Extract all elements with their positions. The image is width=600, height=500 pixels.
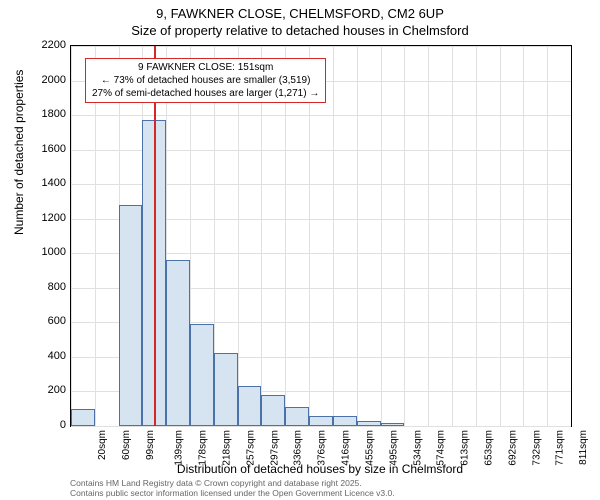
histogram-bar (309, 416, 333, 426)
chart-title-line2: Size of property relative to detached ho… (0, 23, 600, 38)
chart-container: 9, FAWKNER CLOSE, CHELMSFORD, CM2 6UP Si… (0, 0, 600, 500)
x-tick-label: 376sqm (317, 430, 328, 466)
chart-title-line1: 9, FAWKNER CLOSE, CHELMSFORD, CM2 6UP (0, 6, 600, 21)
x-tick-label: 613sqm (460, 430, 471, 466)
y-tick-label: 200 (26, 384, 66, 396)
gridline-v (333, 46, 334, 426)
x-tick-label: 811sqm (578, 430, 589, 465)
footer-attribution: Contains HM Land Registry data © Crown c… (70, 478, 395, 498)
x-tick-label: 692sqm (507, 430, 518, 466)
x-tick-label: 653sqm (484, 430, 495, 466)
x-tick-label: 60sqm (121, 430, 132, 460)
gridline-v (285, 46, 286, 426)
footer-line2: Contains public sector information licen… (70, 488, 395, 498)
gridline-v (500, 46, 501, 426)
x-tick-label: 495sqm (388, 430, 399, 466)
gridline-v (452, 46, 453, 426)
y-axis-label: Number of detached properties (12, 70, 26, 235)
annotation-line2: ← 73% of detached houses are smaller (3,… (92, 74, 319, 87)
y-tick-label: 0 (26, 419, 66, 431)
histogram-bar (285, 407, 309, 426)
gridline-v (95, 46, 96, 426)
gridline-v (309, 46, 310, 426)
gridline-v (357, 46, 358, 426)
gridline-v (381, 46, 382, 426)
x-tick-label: 455sqm (364, 430, 375, 466)
histogram-bar (166, 260, 190, 426)
histogram-bar (190, 324, 214, 426)
x-tick-label: 218sqm (222, 430, 233, 466)
y-tick-label: 800 (26, 281, 66, 293)
annotation-line1: 9 FAWKNER CLOSE: 151sqm (92, 61, 319, 74)
x-tick-label: 297sqm (269, 430, 280, 466)
histogram-bar (333, 416, 357, 426)
histogram-bar (381, 423, 405, 426)
gridline-v (71, 46, 72, 426)
annotation-box: 9 FAWKNER CLOSE: 151sqm← 73% of detached… (85, 58, 326, 103)
y-tick-label: 1000 (26, 246, 66, 258)
gridline-h (71, 115, 571, 116)
x-tick-label: 139sqm (174, 430, 185, 466)
x-tick-label: 416sqm (341, 430, 352, 466)
x-tick-label: 771sqm (555, 430, 566, 466)
histogram-bar (71, 409, 95, 426)
plot-area: 9 FAWKNER CLOSE: 151sqm← 73% of detached… (70, 45, 572, 427)
x-tick-label: 534sqm (412, 430, 423, 466)
y-tick-label: 1800 (26, 108, 66, 120)
x-tick-label: 732sqm (531, 430, 542, 466)
y-tick-label: 1600 (26, 143, 66, 155)
x-tick-label: 574sqm (436, 430, 447, 466)
marker-line (154, 46, 156, 426)
annotation-line3: 27% of semi-detached houses are larger (… (92, 87, 319, 100)
footer-line1: Contains HM Land Registry data © Crown c… (70, 478, 395, 488)
y-tick-label: 1400 (26, 177, 66, 189)
gridline-h (71, 46, 571, 47)
y-tick-label: 2200 (26, 39, 66, 51)
histogram-bar (357, 421, 381, 426)
gridline-v (261, 46, 262, 426)
gridline-v (476, 46, 477, 426)
gridline-v (238, 46, 239, 426)
gridline-h (71, 426, 571, 427)
x-tick-label: 178sqm (198, 430, 209, 466)
histogram-bar (238, 386, 262, 426)
histogram-bar (261, 395, 285, 426)
gridline-v (404, 46, 405, 426)
x-tick-label: 257sqm (245, 430, 256, 466)
histogram-bar (119, 205, 143, 426)
x-tick-label: 20sqm (97, 430, 108, 460)
y-tick-label: 1200 (26, 212, 66, 224)
gridline-v (523, 46, 524, 426)
y-tick-label: 600 (26, 315, 66, 327)
gridline-v (547, 46, 548, 426)
histogram-bar (214, 353, 238, 426)
y-tick-label: 400 (26, 350, 66, 362)
x-tick-label: 99sqm (145, 430, 156, 460)
gridline-v (428, 46, 429, 426)
x-tick-label: 336sqm (293, 430, 304, 466)
y-tick-label: 2000 (26, 74, 66, 86)
